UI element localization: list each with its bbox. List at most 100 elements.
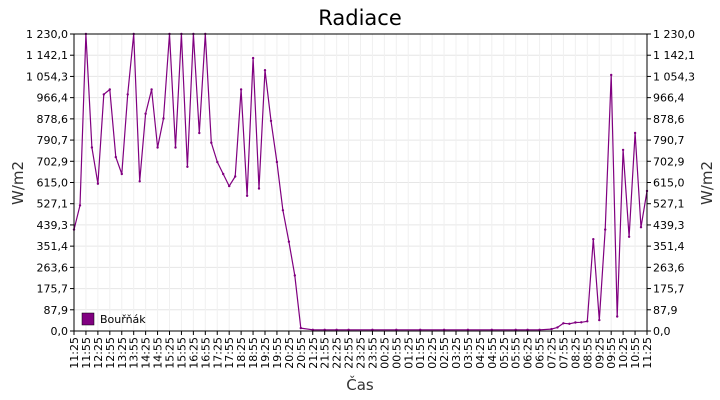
x-tick-label: 11:55 — [80, 337, 93, 369]
y-tick-label-left: 1 230,0 — [26, 28, 68, 41]
data-point — [287, 240, 291, 243]
data-point — [621, 148, 625, 152]
data-point — [114, 155, 118, 159]
x-tick-label: 01:55 — [414, 337, 427, 369]
x-tick-label: 15:25 — [164, 337, 177, 369]
x-tick-label: 01:25 — [402, 337, 415, 369]
legend-label: Bouřňák — [100, 313, 146, 326]
y-tick-label-left: 790,7 — [37, 134, 69, 147]
x-tick-label: 14:55 — [152, 337, 165, 369]
data-point — [586, 320, 589, 323]
x-tick-label: 00:25 — [378, 337, 391, 369]
data-point — [419, 328, 422, 331]
data-point — [293, 274, 296, 277]
x-tick-label: 00:55 — [390, 337, 403, 369]
y-tick-label-right: 790,7 — [653, 134, 685, 147]
x-tick-label: 08:25 — [569, 337, 582, 369]
y-tick-label-right: 878,6 — [653, 113, 685, 126]
data-point — [251, 56, 255, 60]
x-tick-label: 07:55 — [557, 337, 570, 369]
y-tick-label-left: 263,6 — [37, 261, 69, 274]
data-point — [162, 117, 165, 120]
data-point — [556, 326, 559, 329]
x-tick-label: 06:25 — [522, 337, 535, 369]
y-tick-label-right: 527,1 — [653, 198, 685, 211]
x-tick-label: 17:25 — [211, 337, 224, 369]
data-point — [281, 209, 285, 212]
x-tick-label: 18:55 — [247, 337, 260, 369]
data-point — [371, 328, 374, 331]
x-tick-label: 09:55 — [605, 337, 618, 369]
data-point — [257, 187, 261, 190]
data-point — [156, 146, 159, 149]
x-tick-label: 19:25 — [259, 337, 272, 369]
data-point — [347, 328, 350, 331]
data-point — [395, 328, 398, 331]
legend: Bouřňák — [81, 312, 146, 326]
x-tick-label: 05:25 — [498, 337, 511, 369]
x-tick-label: 06:55 — [534, 337, 547, 369]
data-point — [102, 93, 106, 96]
data-point — [78, 204, 82, 207]
y-axis-label-right: W/m2 — [698, 161, 716, 205]
x-tick-label: 17:55 — [223, 337, 236, 369]
data-point — [466, 328, 470, 331]
x-tick-label: 23:25 — [355, 337, 368, 369]
gridlines — [73, 33, 648, 332]
data-point — [239, 88, 243, 91]
data-point — [216, 160, 219, 164]
data-point — [610, 73, 613, 77]
data-point — [639, 226, 643, 229]
data-point — [538, 328, 541, 331]
x-tick-label: 21:25 — [307, 337, 320, 369]
x-tick-label: 18:25 — [235, 337, 248, 369]
x-tick-label: 04:55 — [486, 337, 499, 369]
y-tick-label-left: 87,9 — [44, 304, 69, 317]
x-tick-label: 04:25 — [474, 337, 487, 369]
y-tick-label-right: 439,3 — [653, 219, 685, 232]
y-axis-right: 0,0 87,9 175,7 263,6 351,4 439,3 527,1 615,0 702… — [647, 28, 695, 338]
x-axis: 11:2511:5512:2512:5513:2513:5514:2514:55… — [68, 331, 654, 369]
y-tick-label-right: 966,4 — [653, 92, 685, 105]
data-point — [323, 328, 326, 331]
data-point — [126, 93, 129, 96]
x-tick-label: 09:25 — [593, 337, 606, 369]
data-point — [562, 322, 565, 325]
y-tick-label-right: 615,0 — [653, 177, 685, 190]
x-tick-label: 21:55 — [319, 337, 332, 369]
data-point — [627, 235, 631, 238]
x-tick-label: 15:55 — [175, 337, 188, 369]
data-point — [150, 88, 153, 91]
data-point — [144, 112, 147, 115]
y-tick-label-right: 263,6 — [653, 261, 685, 274]
data-point — [96, 182, 100, 185]
x-tick-label: 13:55 — [128, 337, 141, 369]
x-tick-label: 20:55 — [295, 337, 308, 369]
data-point — [568, 322, 571, 325]
x-tick-label: 22:25 — [331, 337, 344, 369]
data-point — [228, 184, 231, 188]
data-point — [311, 328, 314, 331]
data-point — [580, 321, 583, 324]
data-point — [550, 327, 553, 331]
y-tick-label-left: 1 054,3 — [26, 70, 68, 83]
data-point — [222, 172, 225, 176]
x-tick-label: 02:25 — [426, 337, 439, 369]
y-tick-label-right: 1 230,0 — [653, 28, 695, 41]
data-point — [138, 180, 141, 183]
x-tick-label: 20:25 — [283, 337, 296, 369]
x-tick-label: 11:25 — [641, 337, 654, 369]
y-tick-label-left: 615,0 — [37, 177, 69, 190]
y-tick-label-right: 87,9 — [653, 304, 678, 317]
data-point — [90, 146, 94, 149]
y-tick-label-left: 351,4 — [37, 240, 69, 253]
data-point — [275, 160, 279, 164]
data-point — [335, 328, 338, 331]
x-tick-label: 23:55 — [366, 337, 379, 369]
x-tick-label: 12:25 — [92, 337, 105, 369]
y-tick-label-right: 175,7 — [653, 283, 685, 296]
y-tick-label-left: 1 142,1 — [26, 49, 68, 62]
series-layer — [72, 32, 649, 331]
x-tick-label: 03:55 — [462, 337, 475, 369]
data-point — [174, 146, 177, 149]
